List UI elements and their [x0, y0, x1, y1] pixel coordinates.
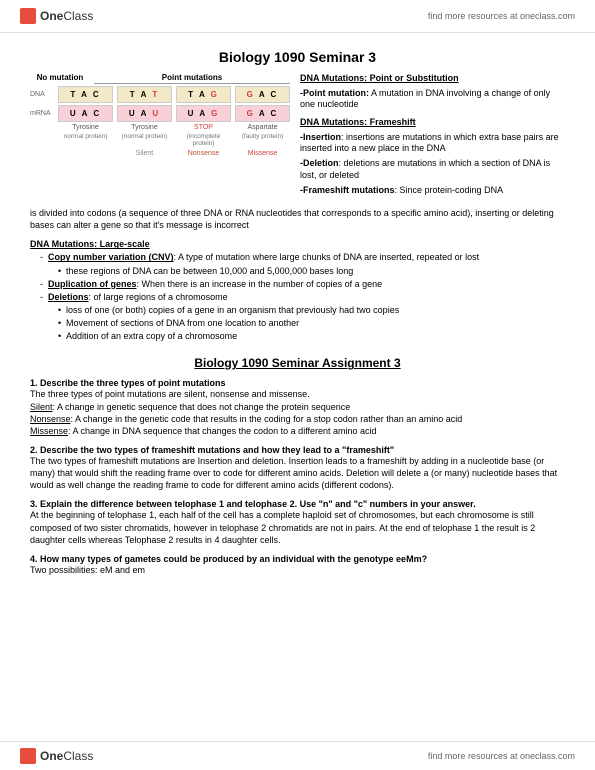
- t: Deletions: [48, 292, 89, 302]
- t: Copy number variation (CNV): [48, 252, 174, 262]
- logo: OneClass: [20, 8, 93, 24]
- mrna-codon: U A C: [58, 105, 113, 122]
- t: -Frameshift mutations: [300, 185, 395, 195]
- t: : When there is an increase in the numbe…: [137, 279, 383, 289]
- large-scale-list: Copy number variation (CNV): A type of m…: [40, 251, 565, 342]
- protein-label: normal protein): [58, 133, 113, 147]
- t: : A change in DNA sequence that changes …: [68, 426, 377, 436]
- dna-codon: G A C: [235, 86, 290, 103]
- t: -Point mutation:: [300, 88, 369, 98]
- t: Duplication of genes: [48, 279, 137, 289]
- q4: 4. How many types of gametes could be pr…: [30, 554, 565, 564]
- t: : of large regions of a chromosome: [89, 292, 228, 302]
- type-nonsense: Nonsense: [176, 150, 231, 157]
- list-item: Addition of an extra copy of a chromosom…: [58, 330, 565, 342]
- type-label: [58, 150, 113, 157]
- list-item: Movement of sections of DNA from one loc…: [58, 317, 565, 329]
- header-link[interactable]: find more resources at oneclass.com: [428, 11, 575, 21]
- t: Silent: [30, 402, 53, 412]
- protein-label: (faulty protein): [235, 133, 290, 147]
- mrna-codon: U A U: [117, 105, 172, 122]
- page-title: Biology 1090 Seminar 3: [30, 49, 565, 65]
- t: Missense: [30, 426, 68, 436]
- aa-label: Tyrosine: [117, 124, 172, 131]
- q2-ans: The two types of frameshift mutations ar…: [30, 455, 565, 491]
- page-footer: OneClass find more resources at oneclass…: [0, 741, 595, 770]
- frameshift-cont: is divided into codons (a sequence of th…: [30, 207, 565, 231]
- logo-text: OneClass: [40, 749, 93, 763]
- header-point-mutations: Point mutations: [94, 73, 290, 84]
- logo-icon: [20, 8, 36, 24]
- q1: 1. Describe the three types of point mut…: [30, 378, 565, 388]
- mutation-diagram: No mutation Point mutations DNA T A C T …: [30, 73, 290, 199]
- t: -Deletion: [300, 158, 339, 168]
- q4-ans: Two possibilities: eM and em: [30, 564, 565, 576]
- list-item: these regions of DNA can be between 10,0…: [58, 265, 565, 277]
- type-missense: Missense: [235, 150, 290, 157]
- dna-codon: T A G: [176, 86, 231, 103]
- assignment-title: Biology 1090 Seminar Assignment 3: [30, 356, 565, 370]
- aa-label: STOP: [176, 124, 231, 131]
- top-section: No mutation Point mutations DNA T A C T …: [30, 73, 565, 199]
- q1-intro: The three types of point mutations are s…: [30, 388, 565, 400]
- t: -Insertion: [300, 132, 341, 142]
- side-h2: DNA Mutations: Frameshift: [300, 117, 416, 127]
- aa-label: Tyrosine: [58, 124, 113, 131]
- t: : Since protein-coding DNA: [395, 185, 504, 195]
- side-text: DNA Mutations: Point or Substitution -Po…: [300, 73, 565, 199]
- side-h1: DNA Mutations: Point or Substitution: [300, 73, 459, 83]
- q3: 3. Explain the difference between teloph…: [30, 499, 565, 509]
- list-item: loss of one (or both) copies of a gene i…: [58, 304, 565, 316]
- q2: 2. Describe the two types of frameshift …: [30, 445, 565, 455]
- mrna-codon: G A C: [235, 105, 290, 122]
- t: : A change in genetic sequence that does…: [53, 402, 351, 412]
- content: Biology 1090 Seminar 3 No mutation Point…: [0, 33, 595, 606]
- page-header: OneClass find more resources at oneclass…: [0, 0, 595, 33]
- large-scale-head: DNA Mutations: Large-scale: [30, 239, 565, 249]
- mrna-label: mRNA: [30, 110, 58, 117]
- protein-label: (normal protein): [117, 133, 172, 147]
- footer-logo: OneClass: [20, 748, 93, 764]
- t: Nonsense: [30, 414, 71, 424]
- header-no-mutation: No mutation: [30, 73, 90, 84]
- type-silent: Silent: [117, 150, 172, 157]
- q3-ans: At the beginning of telophase 1, each ha…: [30, 509, 565, 545]
- aa-label: Aspartate: [235, 124, 290, 131]
- logo-text: OneClass: [40, 9, 93, 23]
- mrna-codon: U A G: [176, 105, 231, 122]
- protein-label: (incomplete protein): [176, 133, 231, 147]
- footer-link[interactable]: find more resources at oneclass.com: [428, 751, 575, 761]
- dna-label: DNA: [30, 91, 58, 98]
- logo-icon: [20, 748, 36, 764]
- t: : A type of mutation where large chunks …: [174, 252, 480, 262]
- t: : A change in the genetic code that resu…: [71, 414, 463, 424]
- dna-codon: T A T: [117, 86, 172, 103]
- dna-codon: T A C: [58, 86, 113, 103]
